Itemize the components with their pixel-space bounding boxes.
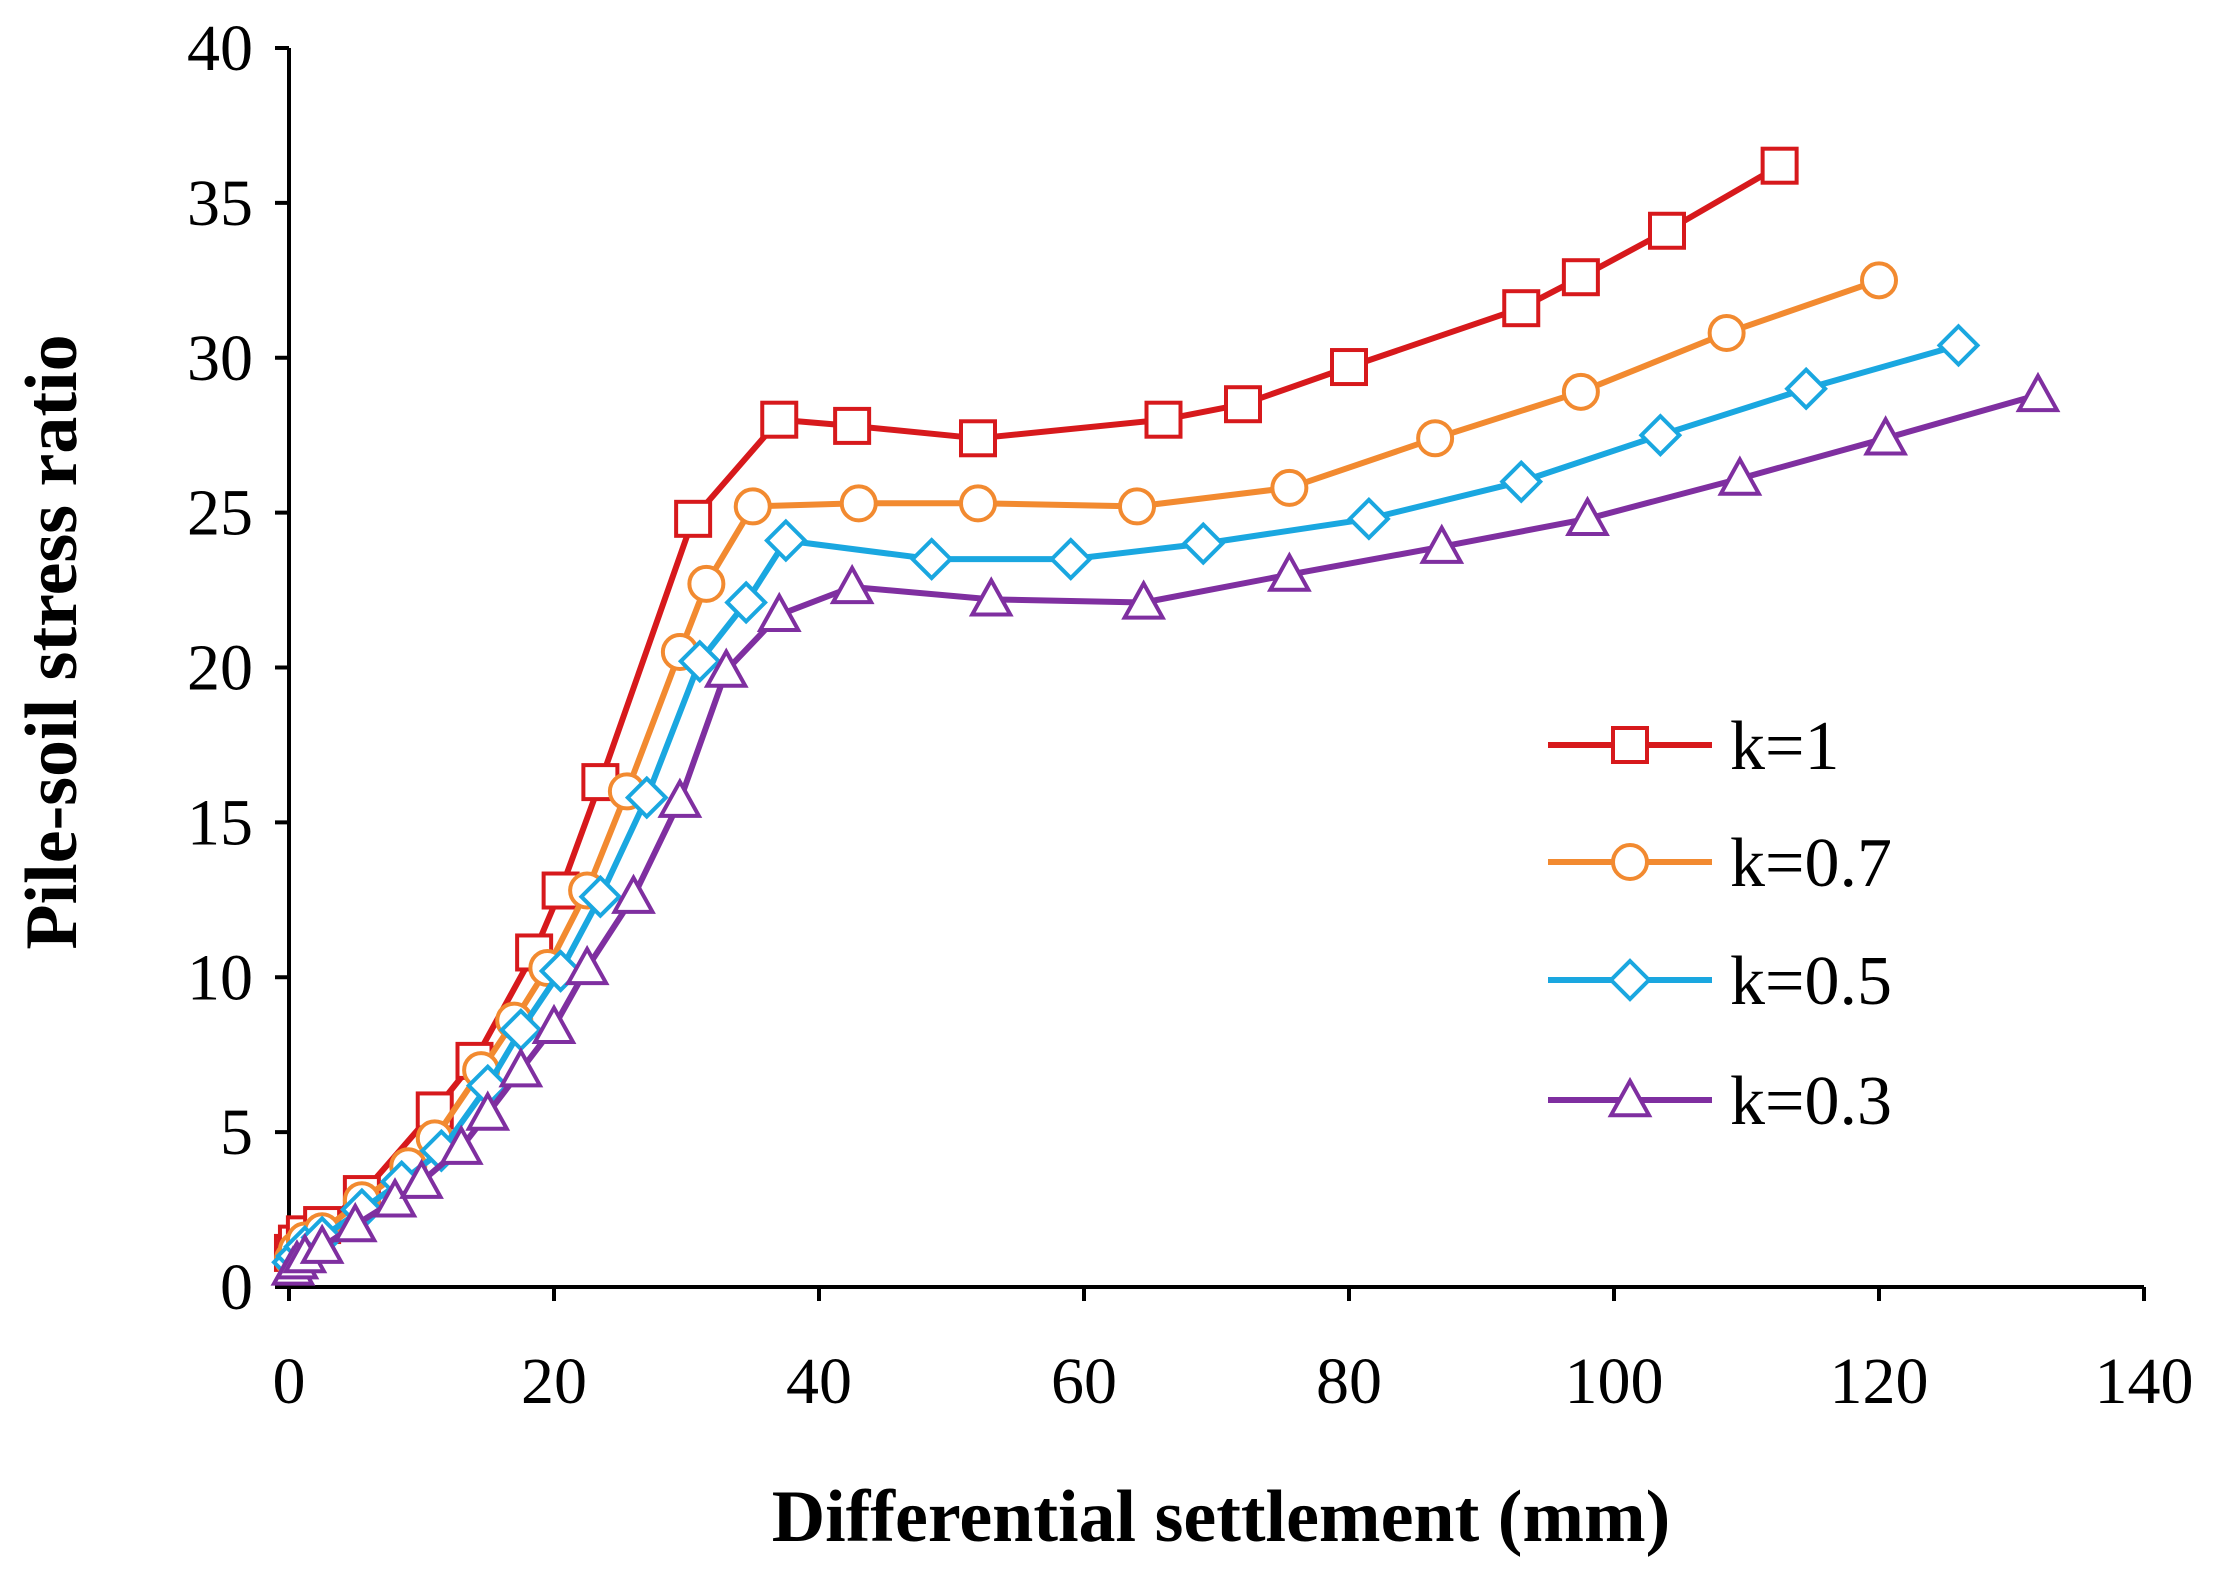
y-tick-label: 40 bbox=[187, 12, 253, 85]
series-k=0.5 bbox=[271, 323, 1981, 1285]
data-point bbox=[1561, 372, 1600, 411]
data-point bbox=[839, 484, 878, 523]
data-point bbox=[1863, 415, 1909, 456]
x-tick-label: 60 bbox=[1051, 1345, 1117, 1418]
x-tick-label: 40 bbox=[786, 1345, 852, 1418]
data-point bbox=[1416, 419, 1455, 458]
y-axis-title: Pile-soil stress ratio bbox=[11, 334, 93, 949]
y-tick-label: 30 bbox=[187, 322, 253, 395]
x-tick-label: 80 bbox=[1316, 1345, 1382, 1418]
legend-marker bbox=[1611, 726, 1649, 764]
data-point bbox=[1121, 579, 1167, 620]
series-line bbox=[290, 342, 1960, 1264]
legend-item: k=1 bbox=[1548, 708, 1839, 785]
y-tick-label: 5 bbox=[220, 1096, 253, 1169]
data-point bbox=[611, 873, 656, 914]
legend-label: k=1 bbox=[1730, 708, 1839, 785]
data-point bbox=[764, 518, 808, 563]
data-point bbox=[1936, 323, 1981, 368]
data-point bbox=[959, 484, 997, 523]
data-point bbox=[724, 580, 768, 625]
legend-item: k=0.3 bbox=[1548, 1063, 1892, 1140]
data-point bbox=[1181, 521, 1226, 566]
y-tick-label: 15 bbox=[187, 786, 253, 859]
data-point bbox=[332, 1201, 378, 1243]
data-point bbox=[657, 777, 703, 818]
legend-label: k=0.5 bbox=[1730, 943, 1892, 1020]
data-point bbox=[959, 419, 997, 458]
data-point bbox=[1638, 413, 1683, 458]
legend-label: k=0.7 bbox=[1730, 825, 1892, 902]
data-point bbox=[1224, 385, 1262, 424]
data-point bbox=[1760, 146, 1799, 185]
x-tick-label: 20 bbox=[521, 1345, 587, 1418]
data-point bbox=[1347, 496, 1391, 541]
data-point bbox=[438, 1124, 484, 1165]
data-point bbox=[1502, 289, 1541, 328]
series-k=0.3 bbox=[270, 371, 2061, 1286]
legend-marker bbox=[1608, 958, 1652, 1002]
legend-marker bbox=[1611, 843, 1649, 881]
data-point bbox=[299, 1223, 345, 1264]
data-point bbox=[1499, 459, 1544, 504]
series-layer bbox=[270, 146, 2061, 1286]
data-point bbox=[1648, 211, 1686, 250]
series-line bbox=[290, 163, 1782, 1255]
axes: 0 5 10 15 20 25 30 35 40 0 20 40 60 80 100 120 140 bbox=[187, 12, 2194, 1418]
data-point bbox=[1270, 468, 1309, 507]
data-point bbox=[1565, 495, 1610, 537]
x-tick-label: 0 bbox=[273, 1345, 306, 1418]
data-point bbox=[756, 591, 802, 633]
data-point bbox=[968, 576, 1014, 617]
data-point bbox=[564, 944, 610, 986]
legend-item: k=0.7 bbox=[1548, 825, 1892, 902]
y-tick-label: 0 bbox=[220, 1251, 253, 1324]
data-point bbox=[703, 647, 749, 688]
y-tick-label: 35 bbox=[187, 167, 253, 240]
data-point bbox=[531, 1003, 577, 1045]
data-point bbox=[760, 400, 799, 439]
series-k=0.7 bbox=[273, 261, 1898, 1279]
x-axis-title: Differential settlement (mm) bbox=[772, 1476, 1671, 1558]
data-point bbox=[1144, 400, 1183, 439]
data-point bbox=[1717, 455, 1763, 496]
legend-label: k=0.3 bbox=[1730, 1063, 1892, 1140]
x-tick-label: 140 bbox=[2095, 1345, 2194, 1418]
y-tick-label: 10 bbox=[187, 941, 253, 1014]
data-point bbox=[674, 499, 713, 538]
data-point bbox=[909, 537, 954, 581]
data-point bbox=[578, 874, 623, 919]
data-point bbox=[399, 1158, 444, 1199]
legend-item: k=0.5 bbox=[1548, 943, 1892, 1020]
legend-marker bbox=[1607, 1076, 1653, 1118]
data-point bbox=[1419, 523, 1465, 564]
y-tick-label: 25 bbox=[187, 477, 253, 550]
data-point bbox=[687, 564, 726, 603]
data-point bbox=[677, 639, 722, 684]
data-point bbox=[733, 487, 772, 526]
data-point bbox=[1330, 348, 1368, 387]
data-point bbox=[1707, 313, 1746, 352]
data-point bbox=[624, 775, 669, 820]
data-point bbox=[498, 1047, 544, 1088]
data-point bbox=[833, 406, 872, 445]
x-tick-label: 100 bbox=[1565, 1345, 1664, 1418]
data-point bbox=[829, 563, 875, 605]
data-point bbox=[1266, 551, 1312, 592]
y-tick-label: 20 bbox=[187, 632, 253, 705]
data-point bbox=[1860, 261, 1898, 300]
legend: k=1 k=0.7 k=0.5 k=0.3 bbox=[1548, 708, 1892, 1140]
data-point bbox=[1784, 366, 1828, 411]
x-tick-label: 120 bbox=[1830, 1345, 1929, 1418]
data-point bbox=[1118, 487, 1156, 526]
data-point bbox=[1048, 537, 1093, 581]
data-point bbox=[1561, 258, 1600, 297]
data-point bbox=[465, 1090, 511, 1131]
data-point bbox=[2015, 371, 2061, 413]
